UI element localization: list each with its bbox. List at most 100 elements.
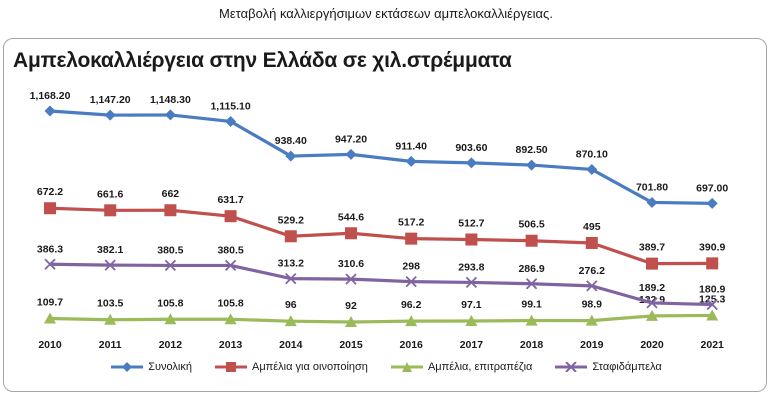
series-line: [49, 109, 713, 205]
data-point: [164, 313, 177, 325]
data-label: 938.40: [275, 135, 307, 147]
series-line: [49, 313, 713, 324]
data-point: [405, 232, 418, 245]
data-point: [586, 163, 598, 175]
legend-item: Αμπέλια, επιτραπέζια: [390, 361, 532, 373]
data-label: 697.00: [696, 182, 728, 194]
data-point: [465, 276, 478, 289]
data-label: 389.7: [639, 242, 665, 254]
data-label: 189.2: [639, 282, 665, 294]
data-point: [284, 315, 297, 327]
data-point: [706, 298, 718, 311]
data-label: 286.9: [518, 263, 544, 275]
legend-item: Σταφιδάμπελα: [554, 361, 662, 373]
data-point: [224, 259, 237, 272]
data-point: [526, 159, 538, 171]
data-point: [44, 312, 56, 324]
data-point: [586, 280, 598, 292]
legend-square-icon: [215, 362, 247, 372]
x-tick-label: 2021: [701, 339, 725, 351]
x-tick-label: 2013: [219, 339, 243, 351]
data-point: [345, 315, 357, 327]
data-point: [44, 105, 56, 117]
data-point: [525, 234, 538, 247]
data-label: 495: [583, 221, 601, 233]
data-point: [104, 259, 116, 271]
data-label: 672.2: [37, 186, 63, 198]
series-line: [49, 262, 713, 307]
data-label: 105.8: [157, 297, 183, 309]
data-point: [345, 148, 357, 160]
data-point: [525, 314, 538, 326]
legend-x-icon: [555, 362, 588, 372]
data-label: 313.2: [278, 258, 304, 270]
data-label: 293.8: [458, 261, 484, 273]
data-label: 92: [345, 300, 357, 312]
data-label: 180.9: [699, 284, 725, 296]
data-label: 529.2: [278, 214, 304, 226]
data-point: [44, 258, 56, 270]
data-point: [706, 257, 719, 270]
data-point: [465, 233, 478, 246]
x-tick-label: 2012: [159, 339, 183, 351]
data-point: [525, 278, 538, 290]
data-point: [224, 313, 237, 325]
data-label: 380.5: [157, 244, 183, 256]
series-line: [49, 206, 713, 266]
data-point: [285, 150, 297, 162]
data-point: [284, 230, 297, 243]
data-point: [706, 309, 719, 321]
x-tick-label: 2016: [400, 339, 424, 351]
x-tick-label: 2011: [99, 339, 122, 351]
data-label: 98.9: [582, 299, 603, 311]
data-label: 506.5: [518, 219, 544, 231]
data-label: 276.2: [579, 265, 605, 277]
data-point: [405, 275, 417, 288]
x-tick-label: 2019: [580, 339, 604, 351]
data-point: [224, 210, 237, 223]
data-label: 870.10: [576, 148, 608, 160]
data-point: [104, 109, 116, 121]
data-point: [646, 309, 658, 321]
legend-label: Σταφιδάμπελα: [592, 361, 662, 373]
data-label: 1,168.20: [30, 90, 71, 102]
data-point: [164, 109, 176, 121]
data-point: [585, 236, 598, 249]
data-point: [585, 314, 598, 326]
data-label: 390.9: [699, 241, 725, 253]
legend-label: Αμπέλια για οινοποίηση: [252, 361, 368, 373]
x-tick-label: 2010: [38, 339, 62, 351]
data-label: 631.7: [217, 194, 243, 206]
page-caption: Μεταβολή καλλιεργήσιμων εκτάσεων αμπελοκ…: [219, 6, 553, 21]
data-point: [465, 157, 477, 169]
data-point: [225, 115, 237, 127]
data-label: 380.5: [217, 244, 243, 256]
x-tick-label: 2017: [460, 339, 484, 351]
data-label: 662: [162, 188, 180, 200]
x-tick-label: 2015: [339, 339, 363, 351]
data-point: [345, 227, 357, 240]
data-label: 947.20: [335, 133, 367, 145]
legend-item: Αμπέλια για οινοποίηση: [214, 361, 368, 373]
data-label: 125.3: [699, 293, 725, 305]
data-label: 96.2: [401, 299, 422, 311]
data-label: 661.6: [97, 188, 123, 200]
chart-frame: [3, 38, 767, 392]
data-point: [646, 196, 658, 208]
data-label: 517.2: [398, 217, 424, 229]
legend-item: Συνολική: [110, 361, 192, 373]
data-point: [345, 273, 357, 285]
data-label: 382.1: [97, 244, 123, 256]
chart-title: Αμπελοκαλλιέργεια στην Ελλάδα σε χιλ.στρ…: [13, 49, 512, 72]
data-point: [104, 204, 117, 217]
data-label: 544.6: [338, 211, 364, 223]
x-tick-label: 2020: [640, 339, 664, 351]
x-tick-label: 2018: [520, 339, 544, 351]
legend-diamond-icon: [111, 362, 144, 372]
data-point: [706, 197, 718, 209]
data-point: [164, 259, 177, 272]
data-label: 892.50: [516, 144, 548, 156]
legend-label: Αμπέλια, επιτραπέζια: [427, 361, 533, 373]
data-label: 105.8: [217, 297, 243, 309]
